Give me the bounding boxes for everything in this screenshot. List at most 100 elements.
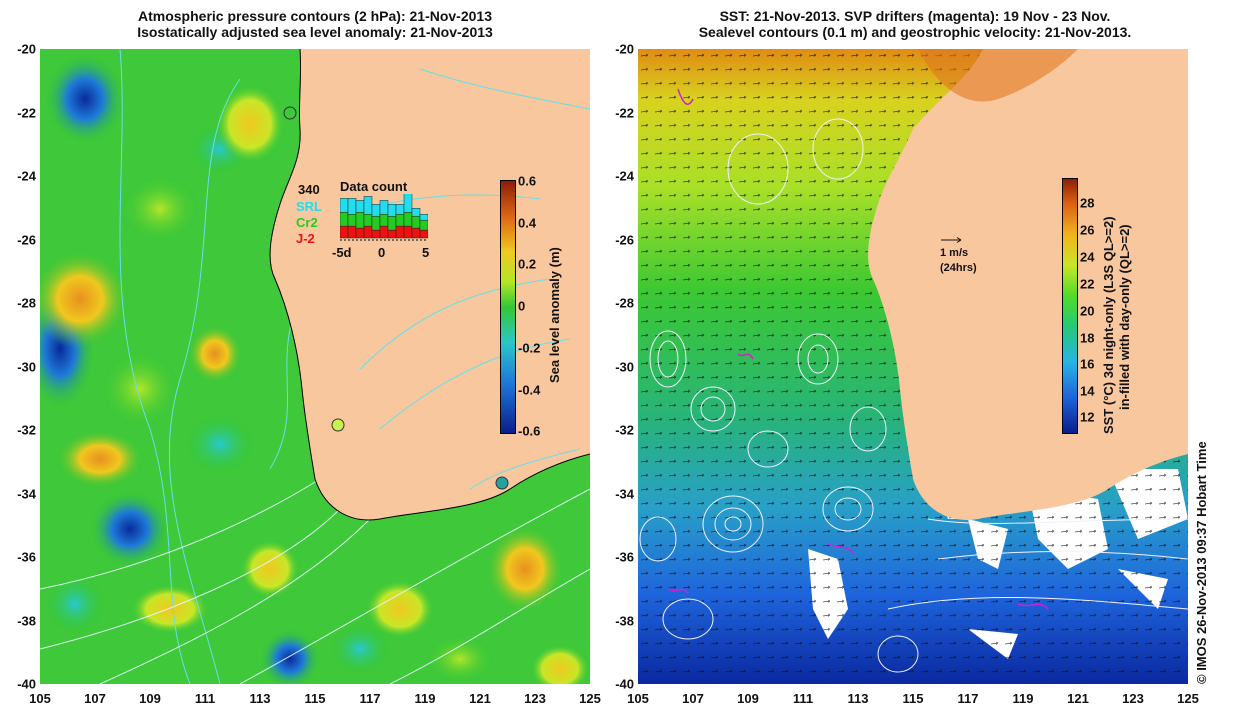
- station-markers: [283, 106, 509, 490]
- credit-text: © IMOS 26-Nov-2013 09:37 Hobart Time: [1194, 441, 1209, 684]
- left-lat-tick: -32: [17, 422, 36, 438]
- inset-bar-srl: [379, 200, 389, 215]
- inset-bar-cr2: [403, 212, 413, 227]
- inset-legend-srl: SRL: [296, 199, 322, 214]
- left-title: Atmospheric pressure contours (2 hPa): 2…: [40, 8, 590, 40]
- left-lon-tick: 123: [524, 691, 546, 706]
- inset-bar-srl: [371, 204, 381, 217]
- inset-bar-cr2: [395, 213, 405, 227]
- left-lon-tick: 119: [414, 691, 436, 706]
- right-cb-tick-5: 18: [1080, 330, 1095, 346]
- left-lon-tick: 117: [359, 691, 381, 706]
- left-lat-tick: -22: [17, 105, 36, 120]
- left-lat-tick: -26: [17, 232, 36, 247]
- left-lat-tick: -38: [17, 613, 36, 628]
- right-title-line1: SST: 21-Nov-2013. SVP drifters (magenta)…: [719, 8, 1111, 24]
- drifter-tracks: [667, 88, 1049, 610]
- left-lat-tick: -40: [17, 676, 36, 692]
- sealevel-contours: [639, 118, 1188, 673]
- inset-bar-srl: [363, 196, 373, 215]
- inset-bar-cr2: [371, 215, 381, 231]
- right-title-line2: Sealevel contours (0.1 m) and geostrophi…: [698, 24, 1132, 40]
- inset-bar-srl: [395, 204, 405, 215]
- inset-title: Data count: [340, 179, 408, 194]
- left-lon-tick: 109: [139, 691, 161, 706]
- inset-bar-srl: [403, 194, 413, 213]
- right-lon-tick: 109: [737, 691, 759, 706]
- inset-bar-cr2: [347, 213, 357, 227]
- left-cb-tick-5: -0.4: [518, 382, 541, 398]
- right-lon-tick: 105: [627, 691, 649, 706]
- inset-bar-j2: [371, 229, 381, 239]
- left-lat-tick: -20: [17, 41, 36, 57]
- right-colorbar: [1062, 178, 1078, 434]
- left-lat-tick: -36: [17, 549, 36, 565]
- inset-bar-j2: [355, 227, 365, 239]
- inset-bar-j2: [395, 225, 405, 239]
- right-lat-tick: -30: [615, 359, 634, 374]
- inset-bar-cr2: [419, 219, 428, 231]
- right-lat-tick: -20: [615, 41, 634, 57]
- inset-legend-cr2: Cr2: [296, 215, 318, 230]
- left-lat-tick: -28: [17, 295, 36, 311]
- left-lon-tick: 113: [249, 691, 271, 706]
- right-colorbar-label-1: SST (°C) 3d night-only (L3S QL>=2): [1101, 216, 1116, 434]
- right-lat-tick: -22: [615, 105, 634, 120]
- inset-bar-cr2: [355, 212, 365, 229]
- inset-xtick-0: -5d: [332, 245, 352, 260]
- left-lon-tick: 121: [469, 691, 491, 706]
- inset-bar-cr2: [363, 213, 373, 227]
- right-lat-tick: -26: [615, 232, 634, 247]
- inset-bar-srl: [411, 208, 421, 217]
- right-cb-tick-8: 12: [1080, 409, 1095, 425]
- left-title-line2: Isostatically adjusted sea level anomaly…: [137, 24, 493, 40]
- right-lon-tick: 121: [1067, 691, 1089, 706]
- left-lon-tick: 105: [29, 691, 51, 706]
- right-colorbar-label-2: in-filled with day-only (QL>=2): [1117, 224, 1132, 410]
- right-lat-tick: -36: [615, 549, 634, 565]
- right-cb-tick-6: 16: [1080, 356, 1095, 372]
- inset-bar-j2: [379, 225, 389, 239]
- inset-count: 340: [298, 182, 320, 197]
- inset-legend-j2: J-2: [296, 231, 315, 246]
- left-cb-tick-1: 0.4: [518, 215, 537, 231]
- right-lat-tick: -40: [615, 676, 634, 692]
- left-lon-tick: 115: [304, 691, 326, 706]
- right-lat-tick: -38: [615, 613, 634, 628]
- inset-xtick-2: 5: [422, 245, 430, 260]
- inset-bar-cr2: [379, 213, 389, 227]
- inset-bar-j2: [363, 225, 373, 239]
- velocity-key-arrow: [941, 237, 962, 243]
- inset-bar-j2: [411, 227, 421, 239]
- land: [269, 49, 590, 521]
- right-cb-tick-3: 22: [1080, 276, 1095, 292]
- inset-bar-srl: [387, 204, 397, 217]
- inset-bar-cr2: [340, 212, 349, 227]
- right-lon-tick: 117: [957, 691, 979, 706]
- right-title: SST: 21-Nov-2013. SVP drifters (magenta)…: [620, 8, 1210, 40]
- left-colorbar-label: Sea level anomaly (m): [547, 247, 562, 383]
- inset-bar-j2: [387, 229, 397, 239]
- right-lat-tick: -34: [615, 486, 634, 501]
- inset-histogram: [340, 194, 428, 241]
- inset-bar-j2: [419, 229, 428, 239]
- inset-bar-srl: [340, 198, 349, 213]
- left-lat-tick: -34: [17, 486, 36, 501]
- inset-bar-cr2: [411, 215, 421, 229]
- left-lon-tick: 111: [194, 691, 216, 706]
- right-lon-tick: 113: [847, 691, 869, 706]
- right-cb-tick-0: 28: [1080, 195, 1095, 211]
- inset-bar-cr2: [387, 215, 397, 231]
- left-cb-tick-2: 0.2: [518, 256, 537, 272]
- right-lon-tick: 115: [902, 691, 924, 706]
- left-cb-tick-0: 0.6: [518, 173, 537, 189]
- right-cb-tick-2: 24: [1080, 249, 1095, 265]
- inset-bar-srl: [419, 213, 428, 221]
- left-cb-tick-3: 0: [518, 298, 526, 314]
- left-cb-tick-4: -0.2: [518, 340, 541, 356]
- right-lat-tick: -28: [615, 295, 634, 311]
- right-map: [638, 49, 1188, 684]
- left-lat-tick: -24: [17, 168, 36, 184]
- right-lon-tick: 123: [1122, 691, 1144, 706]
- left-lon-tick: 107: [84, 691, 106, 706]
